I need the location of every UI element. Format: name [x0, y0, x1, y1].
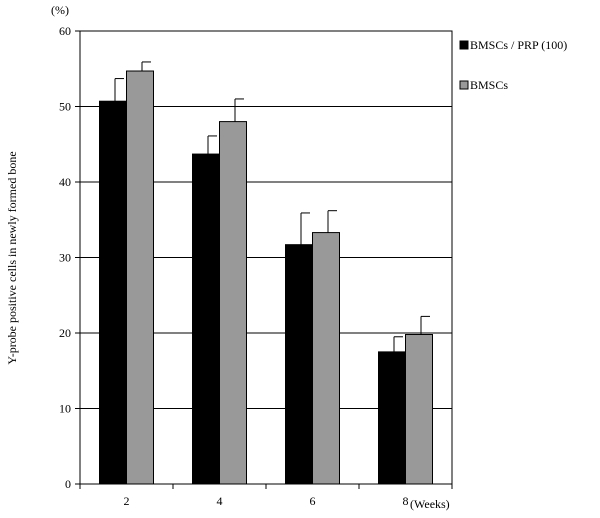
- bar: [312, 232, 340, 485]
- y-axis: 0 10 20 30 40 50 60: [59, 24, 80, 491]
- bar: [99, 100, 127, 485]
- legend-swatch: [459, 40, 469, 50]
- bar: [126, 70, 154, 485]
- x-tick-label: 2: [124, 494, 130, 508]
- x-tick-label: 8: [403, 494, 409, 508]
- bars: [99, 70, 433, 485]
- x-unit-label: (Weeks): [410, 497, 450, 511]
- y-tick-label: 0: [65, 477, 71, 491]
- y-unit-label: (%): [51, 3, 69, 17]
- bar: [192, 153, 220, 485]
- y-tick-label: 60: [59, 24, 71, 38]
- y-tick-label: 20: [59, 326, 71, 340]
- x-axis: 2 4 6 8: [79, 484, 453, 508]
- bar: [219, 121, 247, 485]
- y-tick-label: 10: [59, 402, 71, 416]
- error-bars: [114, 61, 430, 352]
- y-axis-title: Y-probe positive cells in newly formed b…: [5, 151, 19, 364]
- legend-label: BMSCs / PRP (100): [470, 38, 567, 52]
- x-tick-label: 6: [310, 494, 316, 508]
- legend-swatch: [459, 80, 469, 90]
- y-tick-label: 40: [59, 175, 71, 189]
- legend: BMSCs / PRP (100) BMSCs: [459, 38, 567, 92]
- y-tick-label: 30: [59, 251, 71, 265]
- x-tick-label: 4: [217, 494, 223, 508]
- bar: [405, 334, 433, 485]
- legend-label: BMSCs: [470, 78, 508, 92]
- y-tick-label: 50: [59, 100, 71, 114]
- bar: [285, 244, 313, 485]
- bar: [378, 351, 406, 485]
